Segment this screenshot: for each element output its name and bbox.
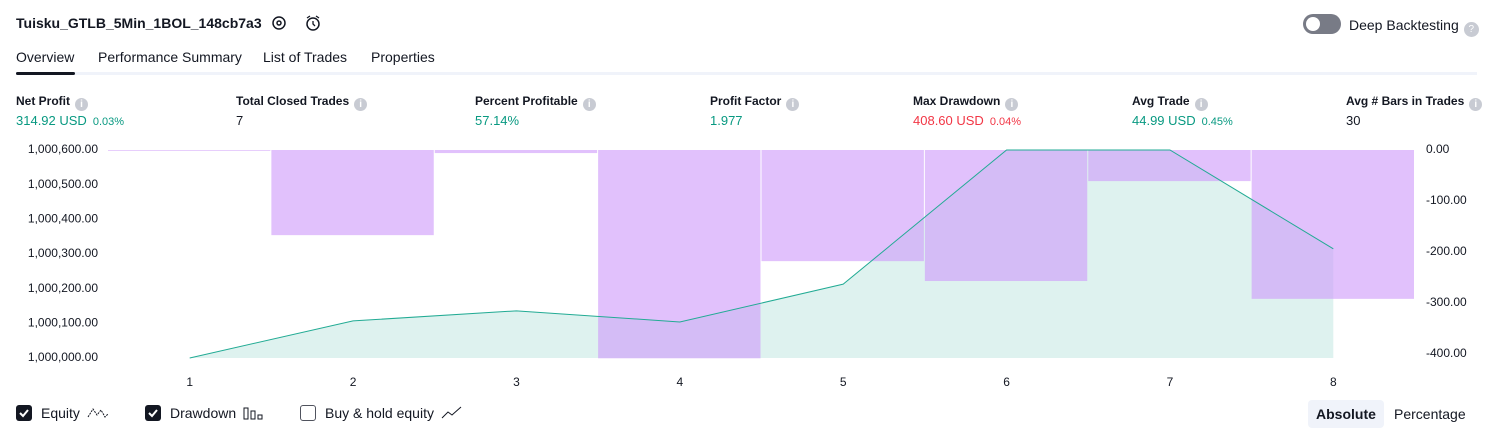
value: 44.99 USD <box>1132 113 1196 128</box>
drawdown-bar <box>761 150 924 262</box>
metric-label: Total Closed Trades i <box>236 94 368 111</box>
info-icon[interactable]: i <box>75 98 88 111</box>
x-tick-label: 7 <box>1167 375 1174 389</box>
metric-label: Net Profit i <box>16 94 88 111</box>
equity-line <box>189 149 1334 359</box>
active-tab-indicator <box>16 72 75 75</box>
legend-item[interactable]: Buy & hold equity <box>300 405 464 421</box>
deep-backtesting-label: Deep Backtesting? <box>1349 17 1479 37</box>
info-icon[interactable]: i <box>786 98 800 111</box>
text: Profit Factor <box>710 94 782 108</box>
y2-tick-label: -300.00 <box>1426 295 1467 309</box>
metric-value: 57.14% <box>475 113 519 128</box>
x-tick-label: 2 <box>350 375 357 389</box>
text: Max Drawdown <box>913 94 1001 108</box>
legend-icon <box>86 405 110 421</box>
y2-tick-label: -400.00 <box>1426 346 1467 360</box>
metric-value: 44.99 USD 0.45% <box>1132 113 1233 128</box>
y-tick-label: 1,000,100.00 <box>28 316 98 330</box>
metric-label: Avg # Bars in Trades i <box>1346 94 1483 111</box>
info-icon[interactable]: i <box>1005 98 1019 111</box>
metric-label: Max Drawdown i <box>913 94 1019 111</box>
text: Avg # Bars in Trades <box>1346 94 1465 108</box>
y-tick-label: 1,000,500.00 <box>28 177 98 191</box>
x-tick-label: 1 <box>186 375 193 389</box>
metric-label: Percent Profitable i <box>475 94 596 111</box>
metric-value: 314.92 USD 0.03% <box>16 113 124 128</box>
legend-label: Equity <box>41 405 80 421</box>
legend-item[interactable]: Drawdown <box>145 405 266 421</box>
value: 314.92 USD <box>16 113 87 128</box>
text: Avg Trade <box>1132 94 1190 108</box>
legend-label: Buy & hold equity <box>325 405 434 421</box>
legend-icon <box>440 405 464 421</box>
tab[interactable]: List of Trades <box>263 49 348 65</box>
x-tick-label: 5 <box>840 375 847 389</box>
legend-item[interactable]: Equity <box>16 405 110 421</box>
chart: 1,000,000.00 1,000,100.00 1,000,200.00 1,00… <box>28 142 1467 389</box>
legend-icon <box>242 405 266 421</box>
text: Total Closed Trades <box>236 94 350 108</box>
checkbox[interactable] <box>16 405 32 421</box>
value: 30 <box>1346 113 1361 128</box>
percent: 0.04% <box>989 116 1022 128</box>
x-tick-label: 4 <box>676 375 683 389</box>
x-tick-label: 3 <box>513 375 520 389</box>
info-icon[interactable]: i <box>582 98 596 111</box>
drawdown-bar <box>434 150 598 154</box>
y2-tick-label: -100.00 <box>1426 193 1467 207</box>
drawdown-bar <box>271 150 434 236</box>
drawdown-bar <box>1088 150 1251 182</box>
header-icons[interactable] <box>270 14 330 34</box>
percent: 0.45% <box>1201 116 1233 128</box>
checkbox[interactable] <box>145 405 161 421</box>
value: 57.14% <box>475 113 520 128</box>
y-tick-label: 1,000,400.00 <box>28 212 98 226</box>
x-tick-label: 6 <box>1003 375 1010 389</box>
y-tick-label: 1,000,600.00 <box>28 142 98 156</box>
value: 1.977 <box>710 113 743 128</box>
y-tick-label: 1,000,300.00 <box>28 246 98 260</box>
toggle[interactable] <box>1303 14 1341 34</box>
y2-tick-label: 0.00 <box>1426 142 1450 156</box>
text: Percent Profitable <box>475 94 578 108</box>
y2-tick-label: -200.00 <box>1426 244 1467 258</box>
metric-value: 30 <box>1346 113 1360 128</box>
tab-divider <box>16 72 1477 75</box>
metric-value: 1.977 <box>710 113 743 128</box>
drawdown-bar <box>598 150 761 359</box>
info-icon[interactable]: i <box>1194 98 1208 111</box>
value: 408.60 USD <box>913 113 984 128</box>
tab[interactable]: Performance Summary <box>98 49 242 65</box>
checkbox[interactable] <box>300 405 316 421</box>
mode-toggle[interactable]: Absolute <box>1308 400 1384 428</box>
drawdown-bar <box>924 150 1088 282</box>
info-icon[interactable]: i <box>354 98 368 111</box>
percent: 0.03% <box>92 116 125 128</box>
x-tick-label: 8 <box>1330 375 1337 389</box>
tab[interactable]: Overview <box>16 49 75 65</box>
metric-value: 408.60 USD 0.04% <box>913 113 1021 128</box>
y-tick-label: 1,000,200.00 <box>28 281 98 295</box>
text: Deep Backtesting <box>1349 17 1459 33</box>
drawdown-bar <box>1251 150 1414 299</box>
tab[interactable]: Properties <box>371 49 435 65</box>
value: 7 <box>236 113 244 128</box>
legend-label: Drawdown <box>170 405 237 421</box>
y-tick-label: 1,000,000.00 <box>28 350 98 364</box>
metric-value: 7 <box>236 113 243 128</box>
metric-label: Avg Trade i <box>1132 94 1208 111</box>
metric-label: Profit Factor i <box>710 94 800 111</box>
text: Net Profit <box>16 94 70 108</box>
info-icon[interactable]: i <box>1469 98 1483 111</box>
drawdown-bar <box>108 150 271 151</box>
strategy-title: Tuisku_GTLB_5Min_1BOL_148cb7a3 <box>16 15 262 31</box>
mode-toggle[interactable]: Percentage <box>1394 406 1466 422</box>
